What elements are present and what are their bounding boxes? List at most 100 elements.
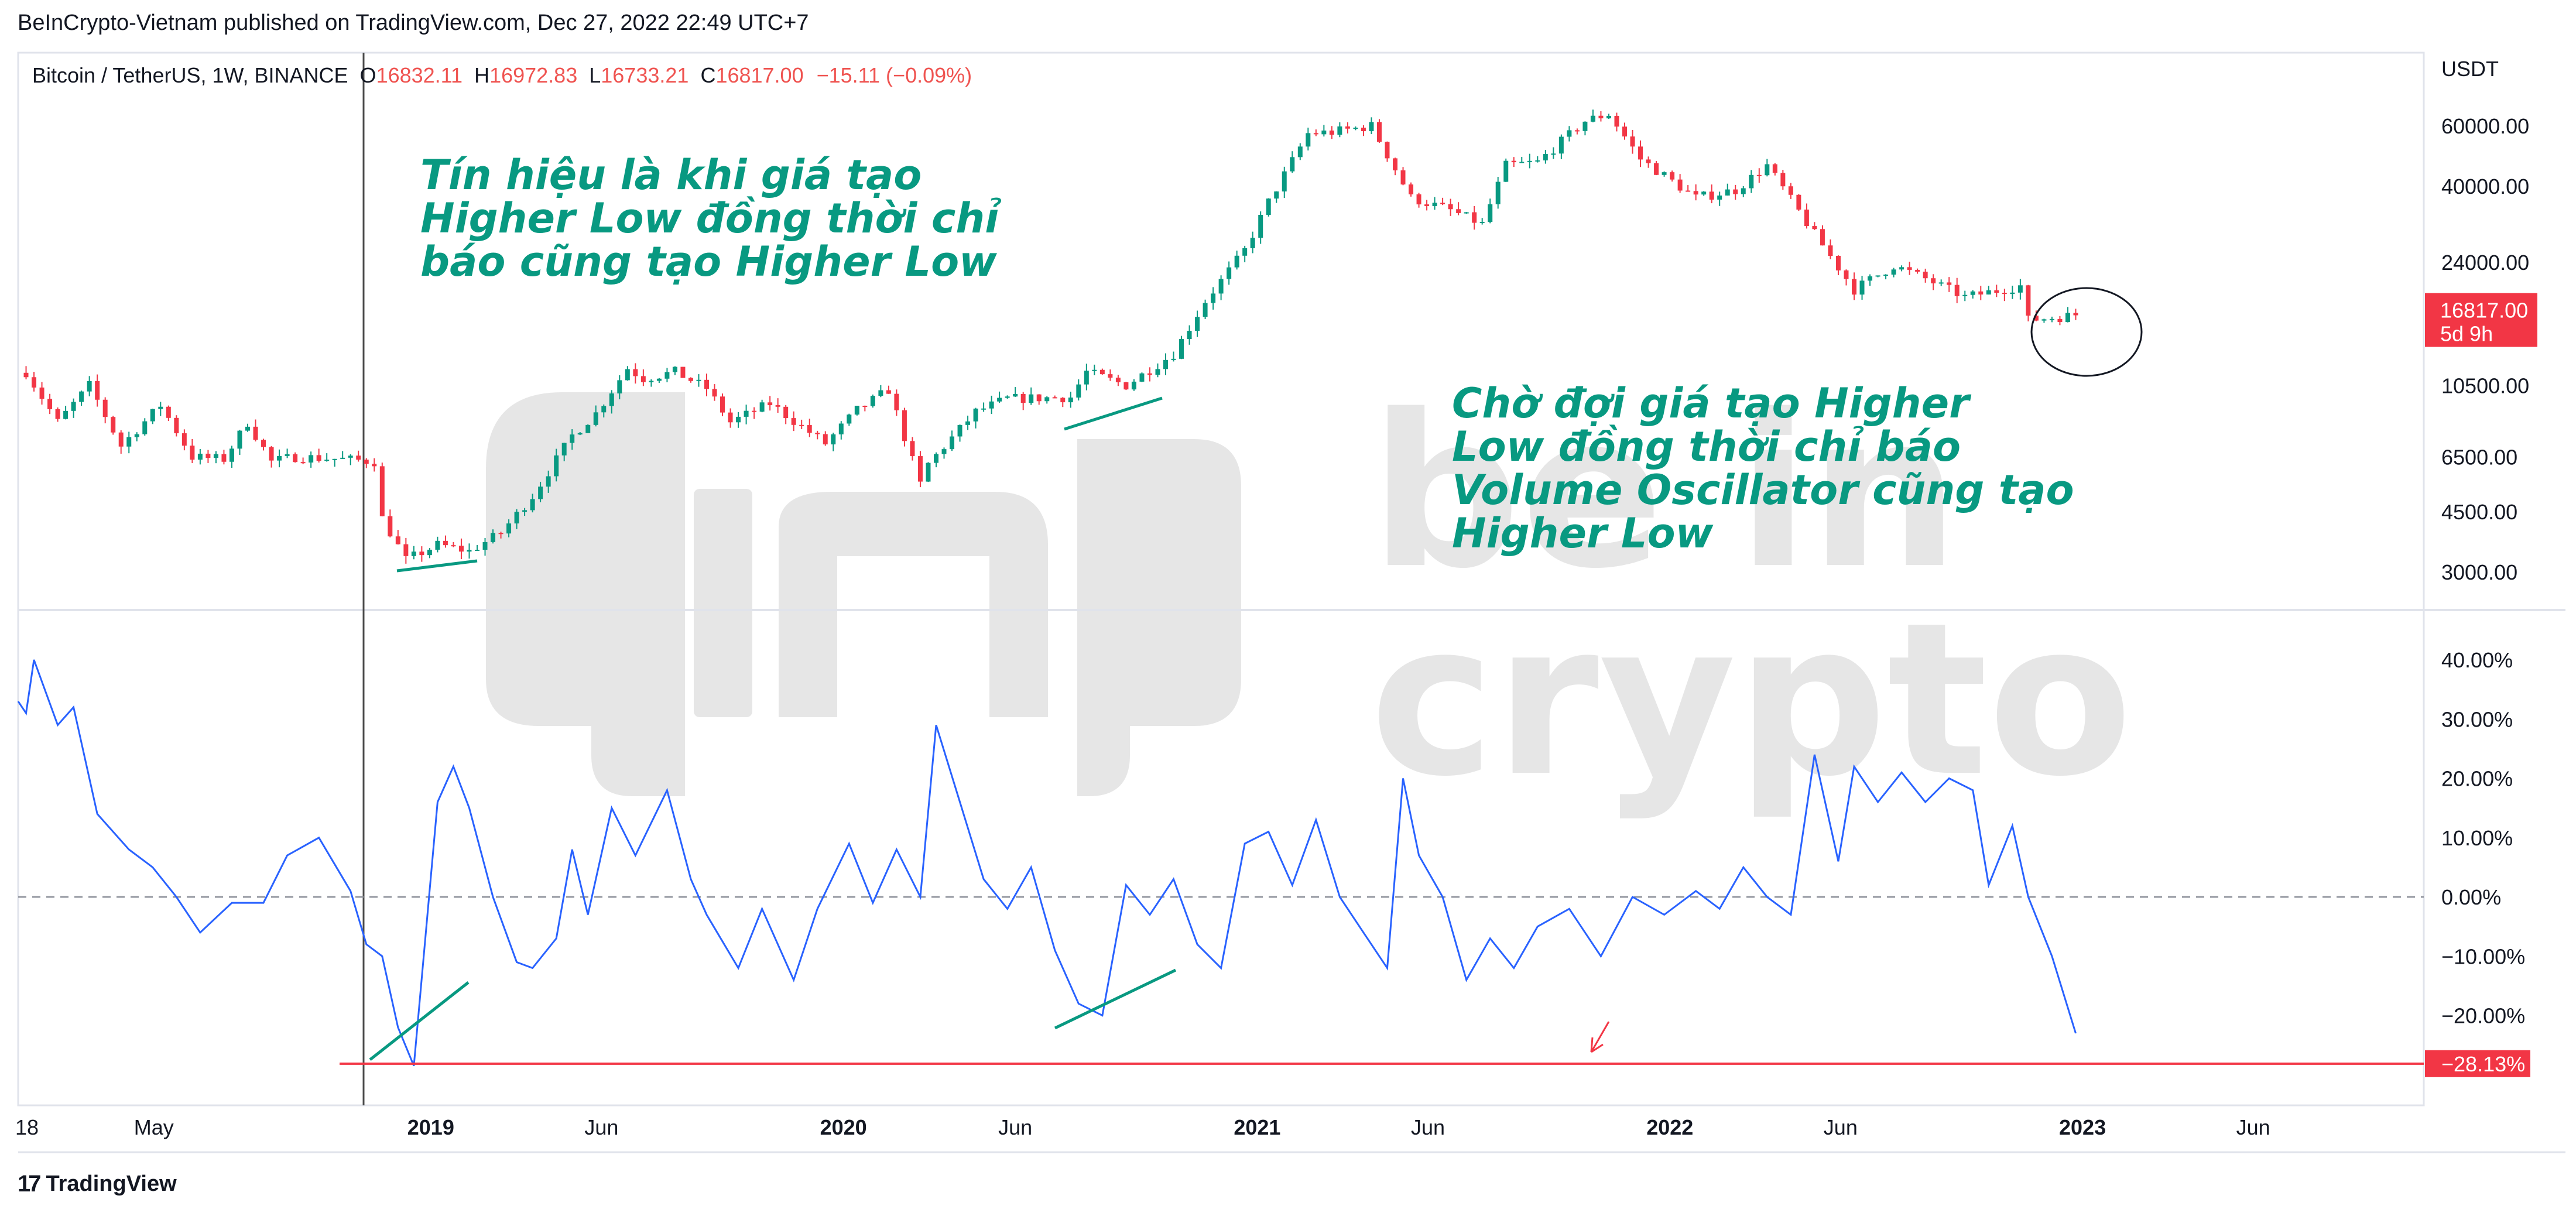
price-candle	[1266, 198, 1271, 217]
price-candle	[372, 458, 377, 472]
annotation-line: Tín hiệu là khi giá tạo	[420, 151, 922, 199]
price-candle	[1994, 285, 1999, 297]
price-candle	[561, 443, 567, 461]
price-candle	[300, 457, 306, 464]
price-candle	[530, 494, 535, 513]
time-tick-label: Jun	[998, 1115, 1032, 1139]
price-candle	[854, 405, 859, 416]
tradingview-branding[interactable]: 17 TradingView	[18, 1171, 177, 1197]
oscillator-tick-label: 0.00%	[2441, 885, 2501, 909]
price-candle	[2073, 309, 2078, 320]
price-candle	[981, 402, 986, 412]
price-candle	[870, 394, 875, 408]
price-candle	[87, 376, 92, 396]
price-candle	[340, 451, 345, 460]
left-annotation[interactable]: Tín hiệu là khi giá tạo Higher Low đồng …	[420, 153, 999, 283]
price-candle	[989, 395, 994, 415]
price-candle	[1535, 156, 1540, 163]
price-candle	[1393, 157, 1397, 176]
price-candle	[1923, 268, 1928, 283]
price-candle	[1772, 163, 1777, 176]
price-candle	[1084, 364, 1089, 391]
time-tick-label: Jun	[1411, 1115, 1445, 1139]
price-candle	[443, 535, 448, 548]
arrow-icon[interactable]	[1590, 1021, 1610, 1053]
price-tick-label: 60000.00	[2441, 114, 2529, 138]
price-candle	[1962, 290, 1968, 302]
price-candle	[1369, 117, 1374, 135]
trend-drawings[interactable]	[369, 287, 2143, 1061]
price-candle	[973, 407, 978, 429]
price-trendline-2020[interactable]	[1064, 396, 1163, 431]
price-candle	[1472, 205, 1477, 230]
price-candle	[269, 446, 274, 468]
price-candle	[1749, 170, 1754, 193]
symbol-name[interactable]: Bitcoin / TetherUS, 1W, BINANCE	[32, 63, 348, 87]
price-candle	[356, 450, 361, 462]
price-candle	[1416, 193, 1421, 208]
price-candle	[379, 463, 385, 517]
price-candle	[768, 396, 773, 411]
price-candle	[728, 408, 733, 428]
price-candle	[2065, 307, 2070, 323]
right-annotation[interactable]: Chờ đợi giá tạo Higher Low đồng thời chỉ…	[1452, 382, 2074, 555]
price-candle	[1614, 112, 1619, 132]
price-candle	[1606, 114, 1611, 119]
price-trendline-2018[interactable]	[396, 559, 478, 573]
price-candle	[752, 407, 757, 419]
price-candle	[111, 416, 116, 435]
price-candle	[1013, 387, 1018, 397]
price-candle	[1385, 141, 1390, 162]
price-candle	[815, 430, 820, 440]
beincrypto-watermark: be in crypto	[486, 369, 2133, 823]
price-candle	[1574, 128, 1580, 135]
price-candle	[1590, 109, 1595, 122]
price-candle	[213, 451, 218, 464]
oscillator-trendline-2018[interactable]	[369, 981, 470, 1061]
time-tick-label: Jun	[2236, 1115, 2270, 1139]
price-candle	[1131, 379, 1136, 391]
price-candle	[910, 437, 915, 461]
last-price-label: 16817.00	[2440, 299, 2528, 323]
price-candle	[419, 546, 424, 562]
price-candle	[245, 423, 250, 432]
price-candle	[640, 369, 646, 386]
price-candle	[309, 451, 314, 468]
price-candle	[482, 537, 488, 556]
price-candle	[458, 538, 464, 560]
price-candle	[1780, 170, 1786, 190]
price-candle	[1820, 225, 1825, 246]
price-candle	[261, 439, 266, 451]
price-candle	[1765, 159, 1770, 177]
price-candle	[293, 452, 298, 463]
price-candle	[1147, 367, 1152, 382]
highlight-ellipse[interactable]	[2030, 287, 2143, 377]
annotation-line: Low đồng thời chỉ báo	[1452, 423, 1961, 471]
price-candle	[388, 509, 393, 537]
price-candle	[1725, 183, 1730, 196]
price-candle	[965, 415, 971, 430]
price-candle	[514, 509, 519, 529]
price-candle	[1495, 177, 1501, 209]
price-candles	[23, 109, 2078, 564]
price-candle	[1701, 191, 1707, 196]
price-candle	[23, 366, 29, 379]
svg-text:crypto: crypto	[1370, 577, 2133, 823]
time-tick-label: 2022	[1646, 1115, 1693, 1139]
price-candle	[1306, 127, 1311, 150]
price-candle	[680, 366, 686, 378]
price-candle	[1060, 397, 1066, 407]
price-candle	[1828, 239, 1833, 259]
oscillator-tick-label: 20.00%	[2441, 767, 2513, 791]
price-candle	[1646, 156, 1651, 168]
oscillator-trendline-2020[interactable]	[1054, 968, 1177, 1030]
price-candle	[1954, 278, 1960, 303]
price-candle	[1036, 394, 1042, 405]
price-candle	[2002, 289, 2007, 302]
price-candle	[1424, 200, 1430, 211]
open-label: O	[359, 63, 376, 87]
last-price-tag: 16817.00 5d 9h	[2425, 293, 2537, 347]
price-candle	[1978, 286, 1984, 300]
price-candle	[205, 450, 211, 463]
